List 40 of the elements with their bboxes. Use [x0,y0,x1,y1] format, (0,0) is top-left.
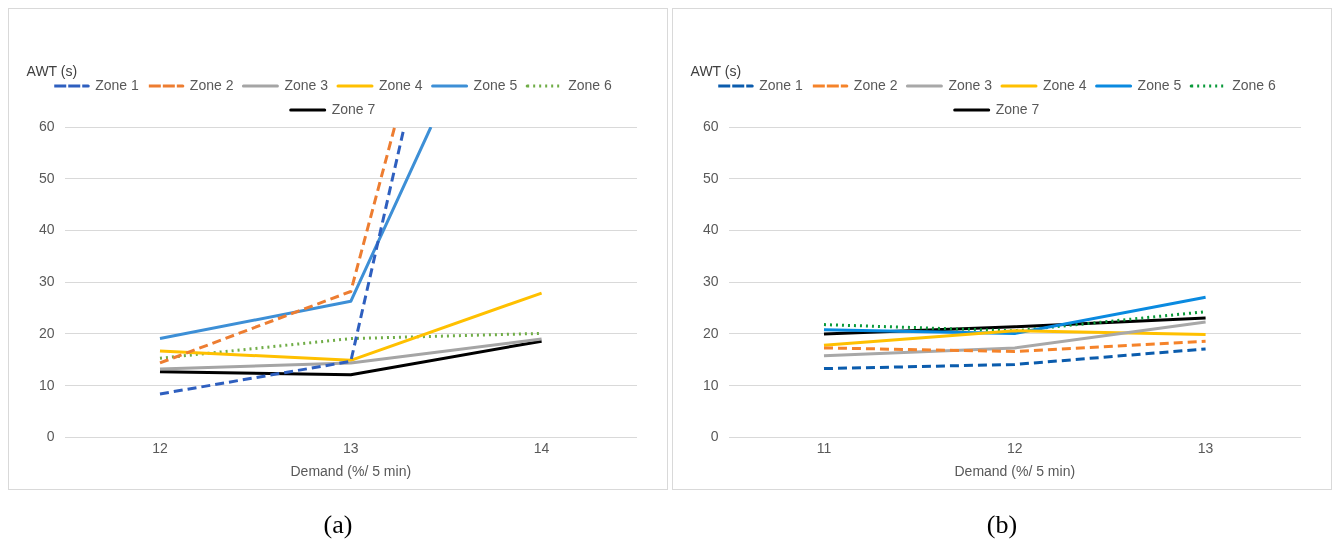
legend-label: Zone 4 [379,76,423,93]
legend-label: Zone 3 [284,76,329,93]
y-tick-label: 20 [38,324,55,341]
legend-label: Zone 6 [568,76,612,93]
y-tick-label: 20 [702,324,719,341]
x-tick-label: 14 [533,439,550,456]
y-tick-label: 40 [702,221,719,238]
legend-label: Zone 2 [189,76,234,93]
y-tick-label: 10 [702,376,719,393]
legend-label: Zone 1 [759,76,804,93]
legend-label: Zone 5 [473,76,518,93]
y-tick-label: 40 [38,221,55,238]
y-tick-label: 50 [702,169,719,186]
y-tick-label: 60 [702,117,719,134]
legend-label: Zone 3 [948,76,993,93]
legend-label: Zone 7 [995,100,1040,117]
x-tick-label: 13 [343,439,359,456]
y-tick-label: 30 [38,273,55,290]
y-tick-label: 30 [702,273,719,290]
y-tick-label: 50 [38,169,55,186]
legend-label: Zone 5 [1137,76,1182,93]
legend-label: Zone 6 [1232,76,1276,93]
x-tick-label: 12 [152,439,168,456]
y-tick-label: 0 [46,428,55,445]
legend-label: Zone 2 [853,76,898,93]
y-tick-label: 10 [38,376,55,393]
text: (b) [985,510,1019,540]
legend-label: Zone 7 [331,100,376,117]
legend-label: Zone 4 [1043,76,1087,93]
legend-label: Zone 1 [95,76,140,93]
text: (a) [322,510,354,540]
y-tick-label: 0 [710,428,719,445]
y-axis-title: AWT (s) [690,62,742,79]
y-axis-title: AWT (s) [26,62,78,79]
x-tick-label: 11 [816,439,832,456]
x-tick-label: 13 [1197,439,1214,456]
x-axis-title: Demand (%/ 5 min) [290,463,412,480]
y-tick-label: 60 [38,117,55,134]
x-axis-title: Demand (%/ 5 min) [954,463,1076,480]
x-tick-label: 12 [1007,439,1023,456]
